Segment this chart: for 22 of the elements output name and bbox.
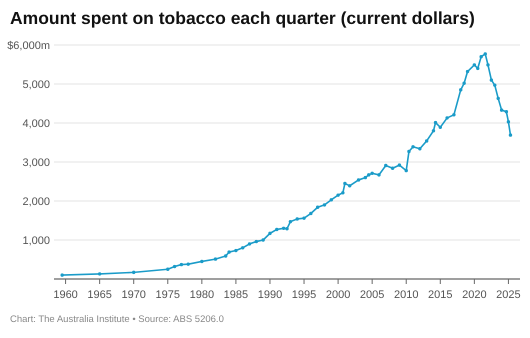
x-tick-label: 2015 <box>428 289 453 301</box>
x-tick-label: 2005 <box>360 289 384 301</box>
x-tick-label: 1980 <box>190 289 214 301</box>
y-tick-label: 2,000 <box>22 196 50 208</box>
chart-title: Amount spent on tobacco each quarter (current dollars) <box>10 8 475 28</box>
x-tick-label: 2025 <box>496 289 521 301</box>
y-tick-label: 5,000 <box>22 79 50 91</box>
x-tick-label: 1970 <box>121 289 146 301</box>
y-tick-label: $6,000m <box>7 40 50 52</box>
x-tick-label: 2010 <box>394 289 418 301</box>
x-tick-label: 1990 <box>258 289 282 301</box>
x-tick-label: 1965 <box>87 289 112 301</box>
y-tick-label: 1,000 <box>22 235 50 247</box>
text: Chart: The Australia Institute • Source: ABS 5206.0 <box>10 314 224 325</box>
x-tick-label: 2020 <box>462 289 487 301</box>
y-tick-label: 3,000 <box>22 157 50 169</box>
x-tick-label: 1975 <box>156 289 180 301</box>
x-tick-label: 1995 <box>292 289 316 301</box>
x-tick-label: 2000 <box>326 289 350 301</box>
x-tick-label: 1960 <box>53 289 78 301</box>
x-tick-label: 1985 <box>224 289 248 301</box>
y-tick-label: 4,000 <box>22 118 50 130</box>
